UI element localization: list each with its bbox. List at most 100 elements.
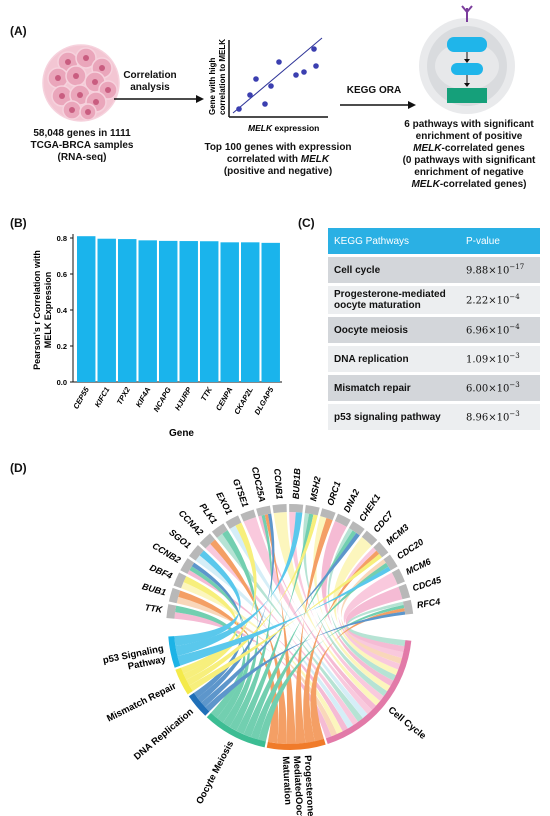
chord-ribbon — [189, 553, 383, 692]
samples-caption: 58,048 genes in 1111 TCGA-BRCA samples (… — [0, 128, 164, 164]
caption-line: (0 pathways with significant — [402, 155, 536, 166]
chord-ribbon — [333, 536, 399, 676]
gene-label-rfc4: RFC4 — [416, 596, 441, 610]
bar-kifc1 — [97, 238, 116, 382]
panel-b-label: (B) — [10, 216, 27, 230]
x-tick-label: NCAPG — [152, 385, 173, 413]
y-axis-title: Pearson's r Correlation withMELK Express… — [32, 250, 53, 370]
gene-label-mcm6: MCM6 — [404, 556, 433, 577]
y-tick-label: 0.4 — [57, 306, 68, 315]
correlation-arrow — [114, 95, 204, 103]
bar-tpx2 — [118, 239, 137, 382]
chord-ribbon — [236, 513, 314, 735]
chord-ribbon — [205, 543, 359, 726]
pvalue-cell: 6.00×10−3 — [460, 372, 540, 403]
panel-d-label: (D) — [10, 461, 27, 475]
pathway-cell: Cell cycle — [328, 254, 460, 285]
bar-ttk — [200, 241, 219, 382]
chord-ribbon — [216, 533, 364, 722]
gene-label-bub1: BUB1 — [141, 581, 167, 597]
gene-label-plk1: PLK1 — [198, 501, 220, 526]
x-tick-label: DLGAP5 — [252, 385, 275, 417]
kegg-ora-label: KEGG ORA — [346, 85, 402, 96]
chord-ribbon — [175, 512, 303, 657]
gene-arc — [320, 508, 336, 521]
pathway-cell: DNA replication — [328, 343, 460, 374]
bar-cep55 — [77, 236, 96, 382]
column-header-pvalue: P-value — [460, 228, 540, 256]
x-tick-label: HJURP — [173, 385, 194, 412]
gene-arc — [361, 530, 378, 546]
gene-arc — [373, 541, 389, 558]
table-header-row: KEGG Pathways P-value — [328, 228, 540, 256]
caption-line: correlated with MELK — [226, 154, 330, 165]
correlation-scatter-schematic: Gene with high correlation to MELK MELK … — [208, 37, 328, 133]
table-row: Oocyte meiosis 6.96×10−4 — [328, 314, 540, 345]
chord-ribbon — [340, 559, 403, 664]
gene-arc — [173, 572, 187, 589]
column-header-pathway: KEGG Pathways — [328, 228, 460, 256]
gene-arc — [383, 554, 398, 571]
samples-caption-line: (RNA-seq) — [57, 152, 107, 163]
gene-label-cdc20: CDC20 — [395, 537, 425, 561]
chord-ribbon — [343, 572, 404, 659]
gene-arc — [334, 513, 351, 527]
pathway-label: Cell Cycle — [386, 705, 428, 742]
gene-arc — [256, 505, 272, 517]
chord-ribbon — [303, 550, 380, 743]
gene-arc — [189, 544, 204, 561]
x-tick-label: CEP55 — [71, 385, 91, 411]
chord-ribbon — [177, 566, 391, 666]
pathway-label: p53 SignalingPathway — [102, 643, 168, 677]
pathway-arc — [206, 712, 266, 748]
gene-arc — [180, 558, 195, 574]
gene-label-ccnb1: CCNB1 — [272, 468, 285, 500]
gene-label-orc1: ORC1 — [325, 480, 342, 507]
bar-hjurp — [179, 241, 198, 382]
gene-label-dna2: DNA2 — [342, 488, 362, 514]
y-tick-label: 0.6 — [57, 270, 67, 279]
gene-label-ttk: TTK — [144, 602, 164, 615]
chord-ribbon — [264, 514, 297, 744]
chord-ribbon — [229, 525, 368, 719]
table-row: Mismatch repair 6.00×10−3 — [328, 372, 540, 403]
pvalue-cell: 2.22×10−4 — [460, 283, 540, 316]
pathway-arc — [188, 692, 210, 716]
gene-label-gtse1: GTSE1 — [231, 477, 251, 508]
kegg-arrow — [340, 101, 416, 109]
caption-line: MELK-correlated genes) — [411, 179, 527, 190]
pathway-arc — [175, 667, 193, 695]
table-row: Progesterone-mediated oocyte maturation 2… — [328, 283, 540, 316]
pathway-arc — [266, 738, 326, 750]
gene-label-dbf4: DBF4 — [148, 562, 174, 580]
caption-line: Top 100 genes with expression — [204, 142, 352, 153]
x-tick-label: KIFC1 — [93, 386, 112, 409]
pathway-cell: Mismatch repair — [328, 372, 460, 403]
gene-label-cdc25a: CDC25A — [250, 466, 268, 503]
x-tick-label: TTK — [199, 385, 214, 403]
pathway-arc — [168, 636, 181, 668]
gene-arc — [304, 505, 320, 516]
gene-arc — [211, 523, 228, 538]
pvalue-cell: 6.96×10−4 — [460, 314, 540, 345]
chord-ribbon — [222, 530, 259, 728]
y-tick-label: 0.2 — [57, 342, 67, 351]
chord-ribbon — [313, 515, 391, 692]
table-row: p53 signaling pathway 8.96×10−3 — [328, 401, 540, 430]
gene-arc — [272, 504, 287, 514]
caption-line: enrichment of negative — [414, 167, 524, 178]
gene-label-exo1: EXO1 — [214, 490, 234, 516]
gene-label-sgo1: SGO1 — [167, 527, 193, 550]
pathway-label: Mismatch Repair — [105, 681, 178, 725]
x-tick-label: TPX2 — [115, 385, 133, 406]
chord-ribbon — [243, 530, 357, 738]
correlation-analysis-label: Correlation analysis — [110, 70, 190, 94]
x-tick-label: CENPA — [214, 386, 235, 413]
caption-line: enrichment of positive — [415, 131, 523, 142]
bar-kif4a — [138, 240, 157, 382]
chord-ribbon — [210, 539, 287, 744]
pvalue-cell: 9.88×10−17 — [460, 254, 540, 285]
gene-arc — [402, 599, 414, 615]
scatter-ylabel: Gene with high correlation to MELK — [208, 39, 227, 115]
